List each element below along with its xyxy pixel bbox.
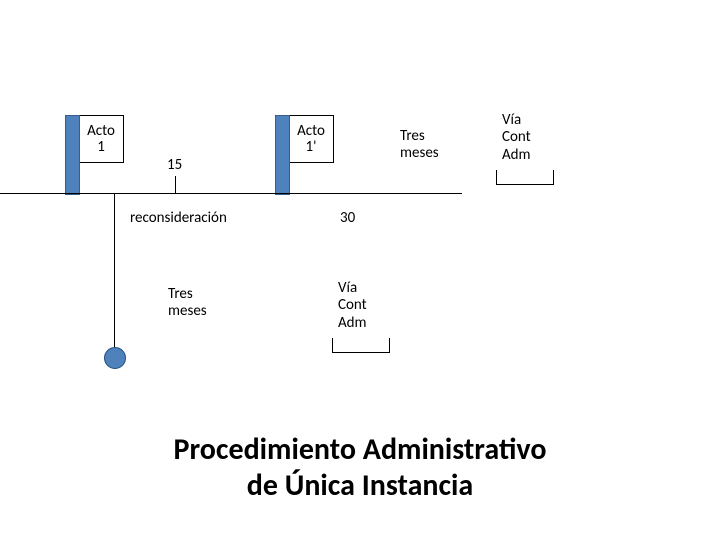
blue-bar-left [65,115,80,195]
bracket-mid [332,338,390,353]
acto1-line1: Acto [87,123,115,140]
bracket-top [496,170,554,185]
via-mid-l3: Adm [338,314,367,332]
acto1p-box: Acto 1' [288,115,334,163]
tres-meses-top-l2: meses [400,144,439,162]
tres-meses-mid: Tres meses [168,286,207,321]
slide-title: Procedimiento Administrativo de Única In… [0,432,720,504]
title-line2: de Única Instancia [247,467,473,504]
via-top-l1: Vía [502,111,521,129]
via-top-l2: Cont [502,128,531,146]
baseline [0,193,337,194]
vertical-drop [114,193,115,348]
via-mid-l1: Vía [338,279,357,297]
tres-meses-mid-l1: Tres [168,285,193,303]
via-mid-l2: Cont [338,296,367,314]
acto1-line2: 1 [97,139,105,156]
tres-meses-top: Tres meses [400,128,439,163]
title-line1: Procedimiento Administrativo [174,431,547,468]
acto1p-line1: Acto [297,123,325,140]
blue-bar-right [275,115,290,195]
tres-meses-top-l1: Tres [400,127,425,145]
circle-node [104,347,126,369]
tick-15 [175,176,176,193]
via-top-l3: Adm [502,146,531,164]
via-mid: Vía Cont Adm [338,280,367,332]
acto1-box: Acto 1 [78,115,124,163]
acto1p-line2: 1' [306,139,317,156]
reconsideracion-label: reconsideración [130,210,227,227]
thirty-label: 30 [340,210,355,227]
arc-line [337,193,462,194]
via-top: Vía Cont Adm [502,112,531,164]
tres-meses-mid-l2: meses [168,302,207,320]
tick-15-label: 15 [167,157,182,174]
